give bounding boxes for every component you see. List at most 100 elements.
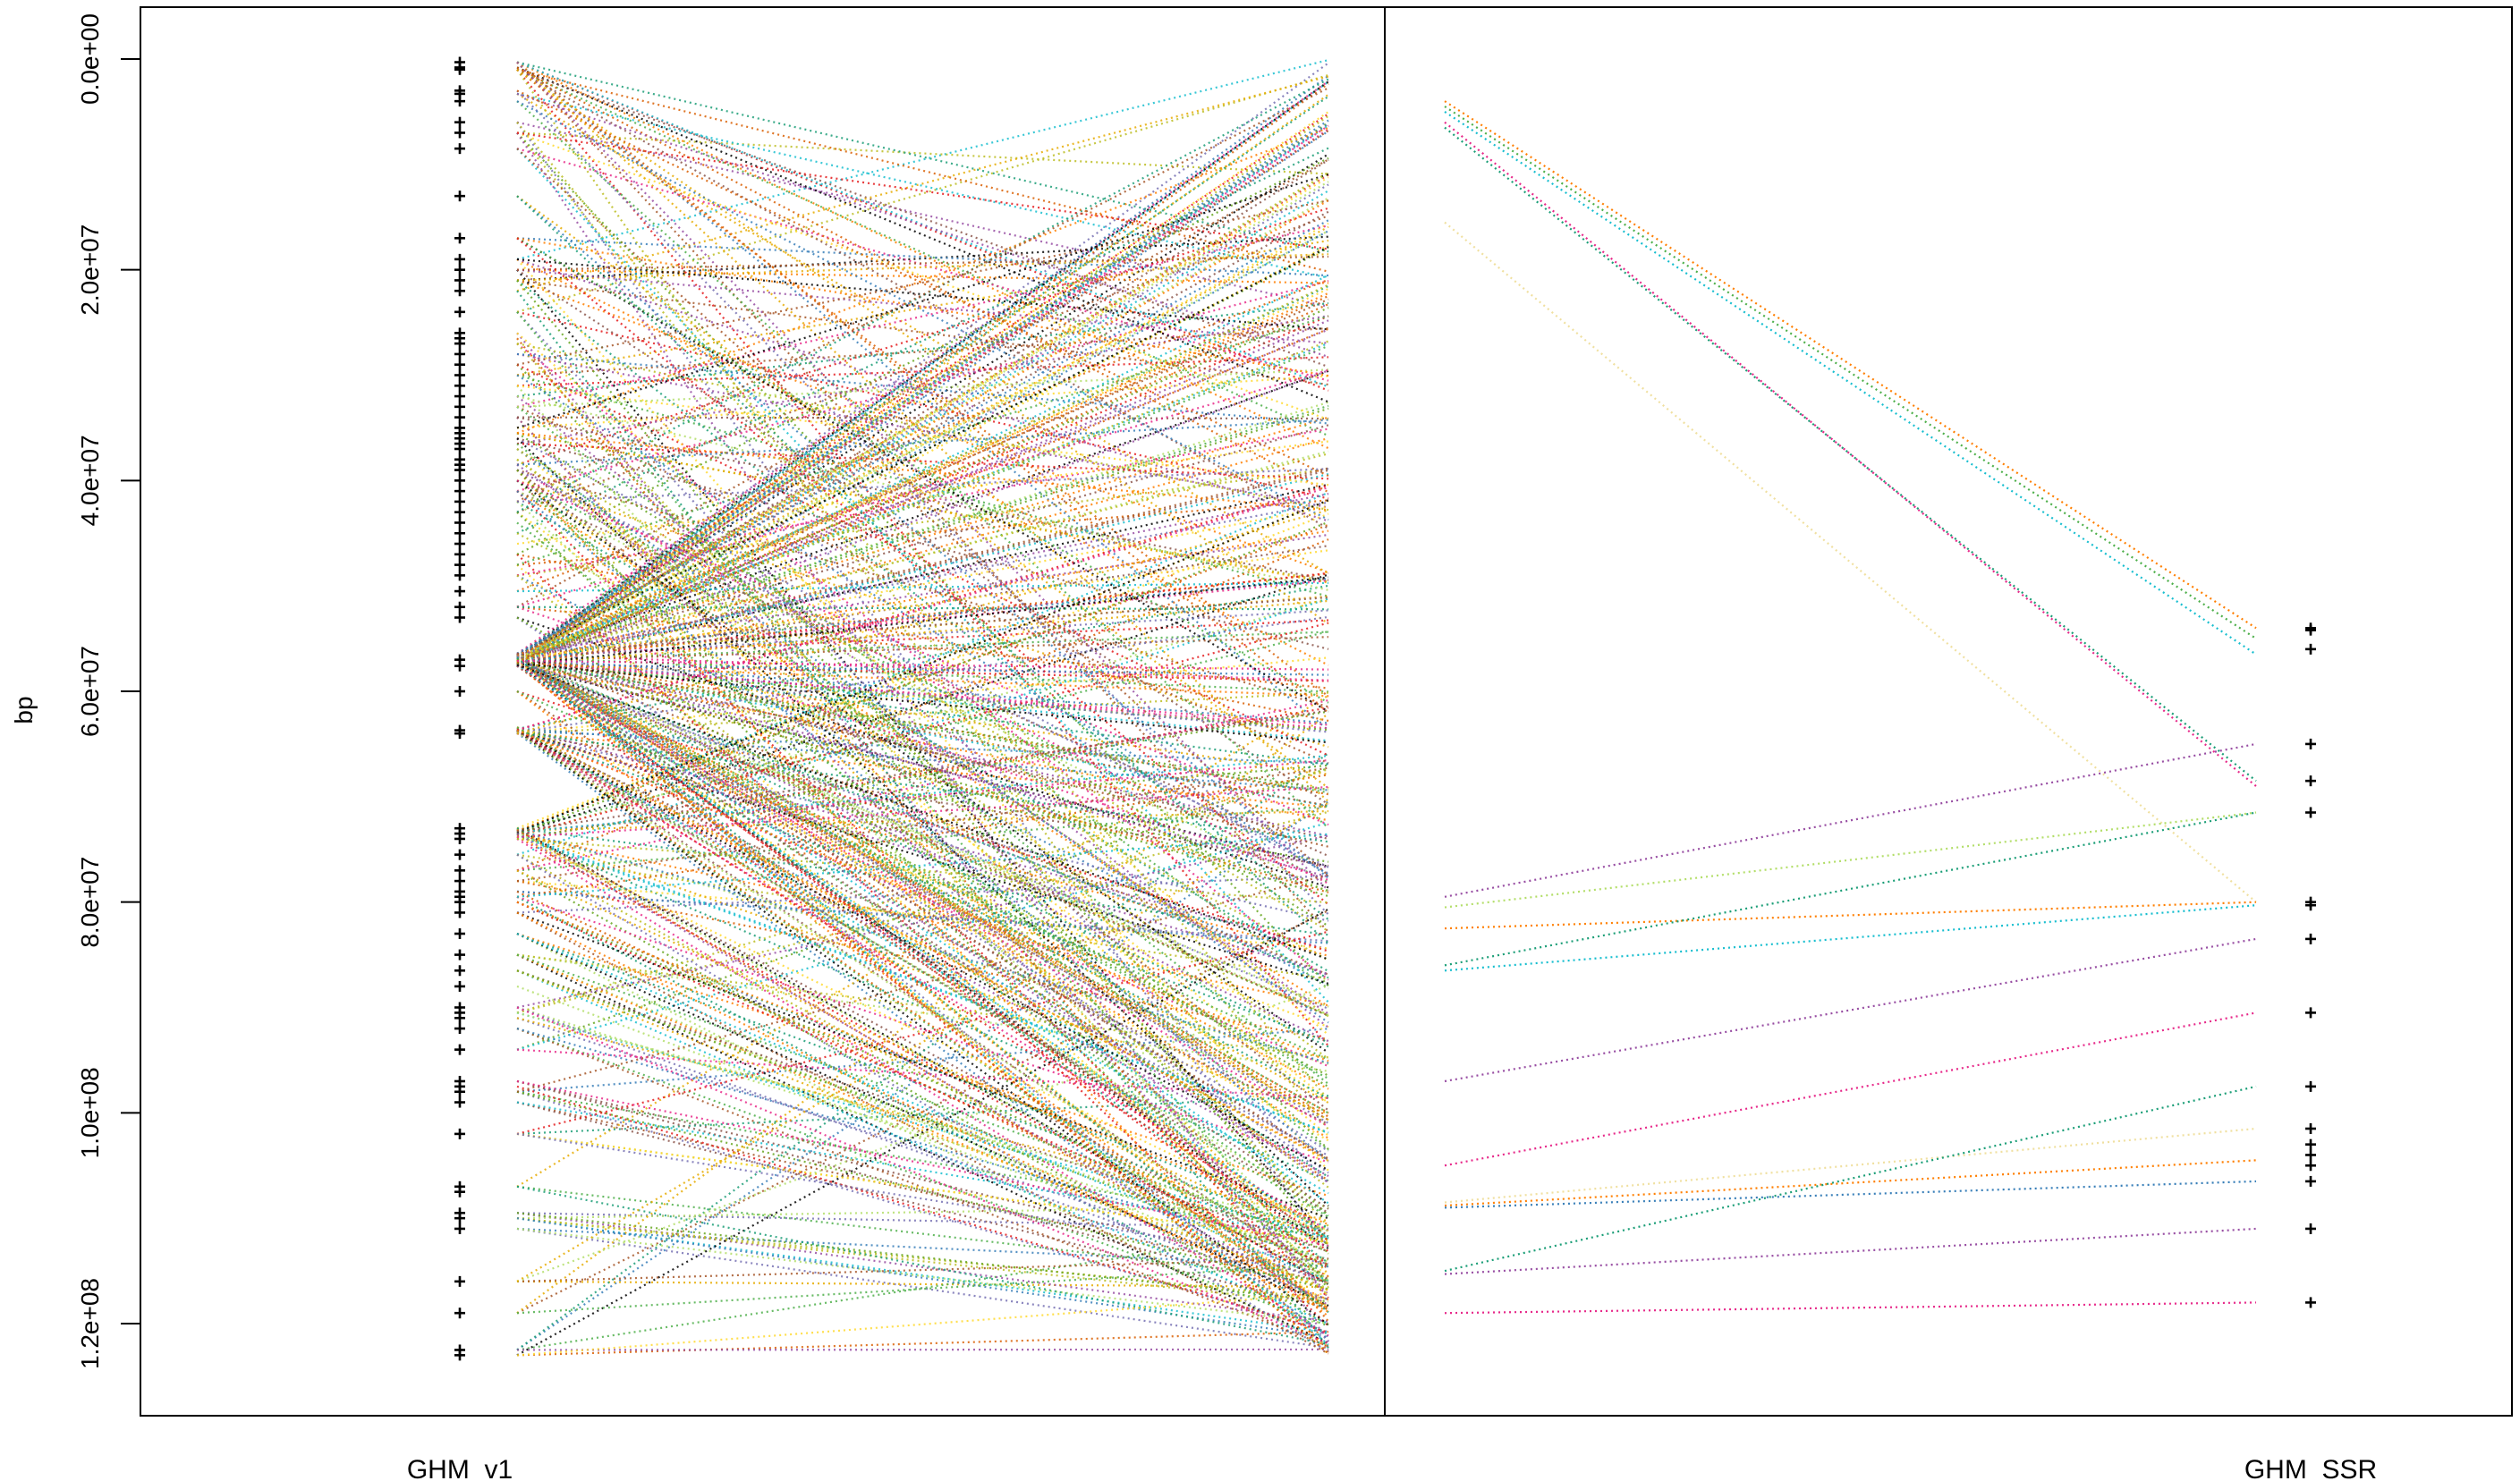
connector-left (516, 801, 1329, 1282)
ghm-v1-marker (454, 1186, 465, 1197)
ghm-v1-marker (454, 896, 465, 908)
connector-left (516, 901, 1329, 1253)
connector-left (516, 493, 1329, 659)
connector-left (516, 768, 1329, 1014)
connector-left (516, 656, 1329, 808)
connector-left (516, 176, 1329, 664)
y-tick-label: 6.0e+07 (76, 646, 104, 737)
connector-left (516, 690, 1329, 1061)
connector-left (516, 875, 1329, 914)
connector-left (516, 662, 1329, 744)
connector-left (516, 368, 1329, 408)
connector-left (516, 691, 1329, 735)
ghm-v1-marker (454, 538, 465, 550)
connector-left (516, 828, 1329, 1311)
connector-left (516, 1205, 1329, 1220)
marker-group (454, 56, 2316, 1361)
connector-left (516, 479, 1329, 884)
connector-left (516, 833, 1329, 1182)
connector-left (516, 279, 1329, 386)
connector-left (516, 222, 1329, 667)
connector-left (516, 385, 1329, 487)
connector-left (516, 483, 1329, 667)
connector-left (516, 1101, 1329, 1284)
connector-right (1444, 811, 2257, 909)
connector-left (516, 731, 1329, 843)
connector-left (516, 287, 1329, 664)
connector-left (516, 352, 1329, 425)
connector-right (1444, 1301, 2257, 1315)
connector-left (516, 500, 1329, 973)
connector-left (516, 596, 1329, 656)
y-tick-label: 0.0e+00 (76, 13, 104, 105)
connector-left (516, 653, 1329, 1355)
connector-left (516, 698, 1329, 872)
connector-left (516, 499, 1329, 834)
ghm-v1-marker (454, 1044, 465, 1055)
connector-left (516, 1085, 1329, 1333)
connector-left (516, 469, 1329, 868)
connector-left (516, 830, 1329, 1065)
connector-left (516, 326, 1329, 377)
connector-left (516, 404, 1329, 656)
connector-left (516, 131, 1329, 175)
connector-left (516, 953, 1329, 1291)
connector-left (516, 279, 1329, 1248)
connector-left (516, 68, 1329, 529)
ghm-ssr-marker (2305, 643, 2316, 655)
connector-left (516, 401, 1329, 658)
ghm-v1-marker (454, 865, 465, 876)
connector-left (516, 121, 1329, 1101)
ghm-v1-marker (454, 517, 465, 529)
connector-left (516, 636, 1329, 662)
ghm-ssr-marker (2305, 738, 2316, 749)
connector-left (516, 436, 1329, 667)
ghm-v1-marker (454, 1308, 465, 1319)
connector-left (516, 235, 1329, 282)
connector-left (516, 969, 1329, 1325)
connector-left (516, 835, 1329, 1232)
connector-left (516, 909, 1329, 1315)
connector-left (516, 659, 1329, 671)
connector-left (516, 95, 1329, 657)
connector-left (516, 416, 1329, 581)
connector-left (516, 356, 1329, 387)
connector-left (516, 577, 1329, 656)
connector-left (516, 835, 1329, 1285)
connector-left (516, 729, 1329, 1172)
connector-left (516, 766, 1329, 883)
connector-left (516, 1227, 1329, 1324)
connector-left (516, 655, 1329, 1205)
connector-left (516, 61, 1329, 892)
ghm-v1-marker (454, 849, 465, 860)
connector-left (516, 549, 1329, 660)
ghm-ssr-marker (2305, 900, 2316, 911)
ghm-v1-marker (454, 506, 465, 518)
ghm-v1-marker (454, 907, 465, 918)
connector-left (516, 1006, 1329, 1345)
y-tick-label: 1.2e+08 (76, 1278, 104, 1369)
connector-left (516, 343, 1329, 512)
connector-left (516, 237, 1329, 906)
connector-left (516, 469, 1329, 1353)
ghm-v1-marker (454, 401, 465, 412)
connector-left (516, 92, 1329, 575)
connector-left (516, 690, 1329, 952)
connector-left (516, 92, 1329, 279)
connector-left (516, 969, 1329, 1263)
connector-left (516, 511, 1329, 1104)
ghm-v1-marker (454, 1128, 465, 1139)
connector-left (516, 68, 1329, 437)
connector-right (1444, 904, 2257, 972)
ghm-v1-marker (454, 127, 465, 139)
connector-left (516, 652, 1329, 892)
connector-left (516, 69, 1329, 1243)
connector-left (516, 664, 1329, 1240)
connector-left (516, 581, 1329, 593)
connector-left (516, 655, 1329, 1181)
connector-left (516, 468, 1329, 503)
connector-left (516, 469, 1329, 1284)
connector-left (516, 416, 1329, 420)
connector-left (516, 61, 1329, 803)
connector-left (516, 727, 1329, 791)
